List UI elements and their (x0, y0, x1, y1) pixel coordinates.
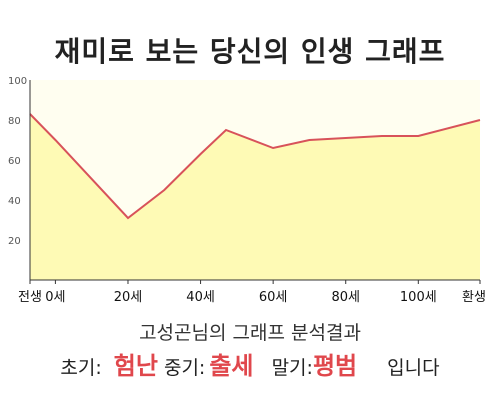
y-tick-label: 100 (8, 76, 27, 87)
x-axis: 전생 0세 20세 40세 60세 80세 100세 환생 (18, 280, 486, 305)
x-tick-label: 20세 (114, 290, 143, 305)
y-tick-label: 60 (8, 156, 21, 167)
y-tick-label: 40 (8, 196, 21, 207)
mid-value: 출세 (209, 352, 254, 380)
x-tick-label: 80세 (331, 290, 360, 305)
y-tick-label: 80 (8, 116, 21, 127)
late-value: 평범 (312, 352, 358, 380)
x-tick-label: 40세 (186, 290, 215, 305)
analysis-result: 초기: 험난 중기: 출세 말기:평범 입니다 (0, 346, 500, 381)
result-ending: 입니다 (387, 357, 440, 379)
area-fill (30, 114, 480, 280)
y-axis: 20 40 60 80 100 (8, 76, 27, 247)
early-value: 험난 (113, 352, 158, 380)
analysis-heading: 고성곤님의 그래프 분석결과 (139, 322, 361, 344)
series-line (29, 113, 481, 220)
x-tick-label: 전생 (18, 290, 42, 305)
x-tick-label: 0세 (45, 290, 65, 305)
early-label: 초기: (60, 357, 102, 379)
y-tick-label: 20 (8, 236, 21, 247)
x-tick-label: 100세 (400, 290, 437, 305)
x-tick-label: 60세 (259, 290, 288, 305)
x-tick-label: 환생 (462, 290, 486, 305)
late-label: 말기: (271, 357, 313, 379)
chart-title: 재미로 보는 당신의 인생 그래프 (54, 35, 446, 68)
mid-label: 중기: (163, 357, 206, 379)
